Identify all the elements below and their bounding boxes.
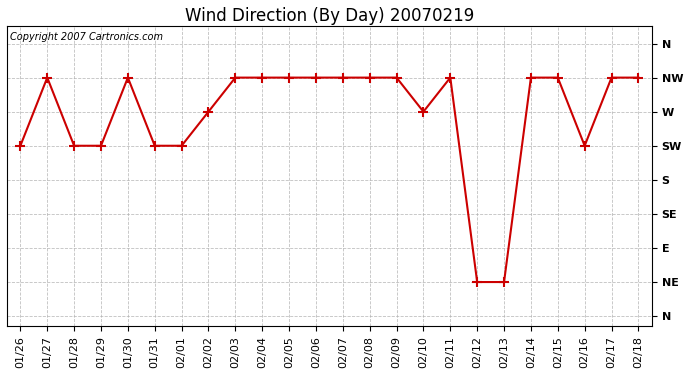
Title: Wind Direction (By Day) 20070219: Wind Direction (By Day) 20070219 [185, 7, 474, 25]
Text: Copyright 2007 Cartronics.com: Copyright 2007 Cartronics.com [10, 33, 163, 42]
